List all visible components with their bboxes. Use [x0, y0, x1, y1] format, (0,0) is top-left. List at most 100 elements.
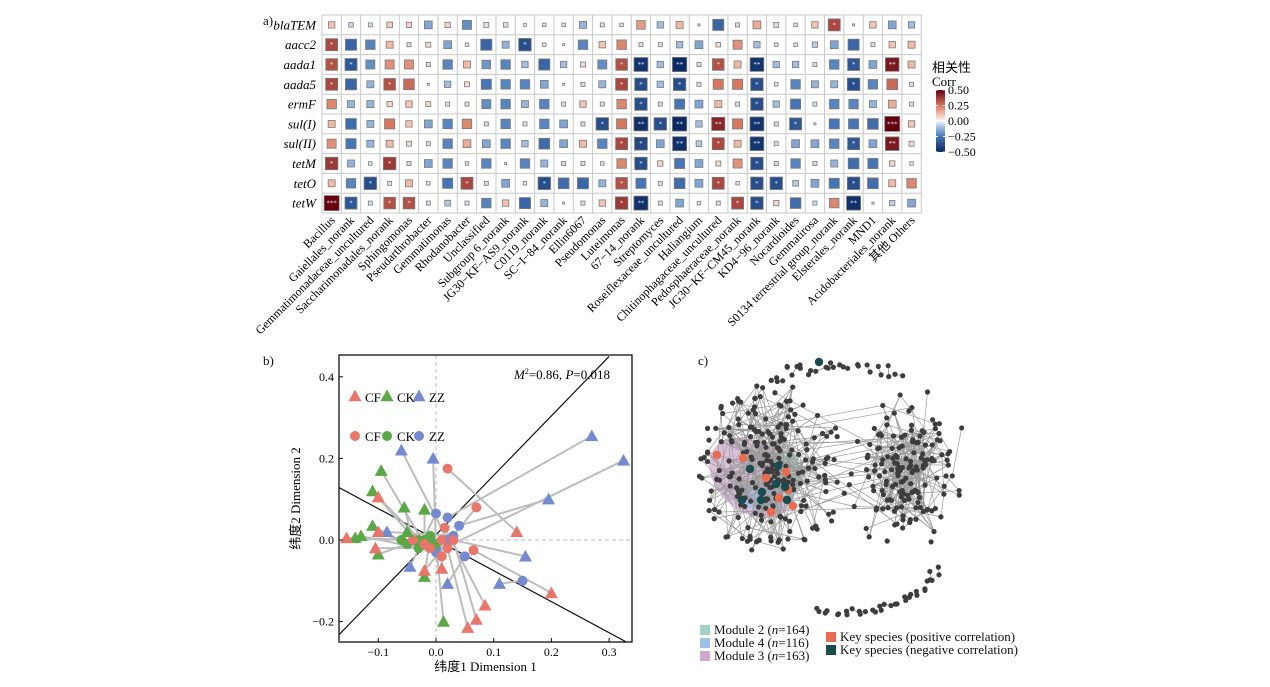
network-node	[757, 393, 763, 400]
network-node	[754, 383, 760, 389]
network-edge	[758, 433, 940, 508]
network-node	[903, 456, 909, 462]
heatmap-cell	[502, 199, 510, 207]
point-triangle-zz	[617, 453, 631, 466]
heatmap-cell	[561, 22, 566, 28]
network-edge	[721, 407, 912, 443]
network-node	[776, 537, 783, 543]
heatmap-cell	[347, 100, 355, 109]
heatmap-cell	[425, 200, 431, 206]
point-circle-ck	[425, 530, 436, 541]
network-node	[748, 498, 754, 504]
heatmap-cell	[579, 139, 587, 148]
point-triangle-cf	[461, 621, 475, 633]
network-node	[763, 505, 769, 511]
network-node	[892, 460, 898, 466]
network-edge	[940, 494, 945, 517]
heatmap-cell	[344, 196, 358, 210]
heatmap-cell	[616, 158, 627, 169]
y-tick-label: 0.0	[319, 533, 334, 547]
significance-marker: *	[330, 61, 334, 69]
heatmap-cell	[597, 59, 608, 70]
network-node	[765, 429, 771, 435]
key-negative-label: Key species (negative correlation)	[840, 642, 1018, 657]
network-node	[767, 484, 773, 490]
network-edge	[759, 396, 790, 456]
network-node	[867, 441, 873, 448]
heatmap-cell	[367, 22, 373, 28]
heatmap-cell	[579, 20, 587, 29]
heatmap-row-label: blaTEM	[273, 17, 317, 32]
heatmap-cell	[731, 196, 744, 210]
network-node	[790, 418, 796, 424]
point-triangle-cf	[544, 586, 558, 599]
heatmap-cell	[562, 201, 566, 205]
network-node	[941, 483, 947, 489]
network-node	[768, 538, 774, 544]
network-node	[932, 421, 938, 427]
network-edge	[812, 475, 826, 529]
heatmap-cell	[347, 159, 355, 168]
network-node	[906, 408, 912, 414]
significance-marker: *	[775, 180, 779, 188]
network-edge	[938, 433, 950, 452]
network-edge	[922, 464, 927, 512]
network-edge	[902, 445, 942, 456]
network-node	[901, 491, 907, 497]
network-node	[819, 430, 826, 437]
network-node	[910, 437, 916, 443]
heatmap-cell	[870, 42, 876, 48]
heatmap-cell	[790, 79, 801, 90]
heatmap-cell	[483, 22, 490, 28]
network-node	[900, 513, 906, 519]
procrustes-stat-annotation: M2=0.86, P=0.018	[513, 367, 610, 382]
heatmap-cell	[328, 21, 336, 29]
network-node	[718, 439, 724, 445]
heatmap-cell	[907, 60, 916, 69]
network-node	[810, 525, 816, 531]
heatmap-cell	[735, 181, 740, 186]
network-node	[787, 518, 793, 524]
heatmap-cell	[715, 42, 721, 48]
correlation-heatmap: ** ** * * ** ** * ** * *** * * * * * ** ** ** * ** ** ** * ****…	[253, 14, 976, 337]
point-triangle-zz	[441, 577, 455, 589]
network-node	[840, 364, 846, 370]
significance-marker: *	[717, 140, 721, 148]
network-node	[816, 474, 822, 480]
heatmap-cell	[886, 78, 898, 91]
heatmap-cell	[597, 138, 608, 149]
network-node	[772, 390, 778, 396]
network-node	[873, 507, 879, 513]
heatmap-cell	[480, 78, 492, 90]
network-node	[911, 450, 917, 456]
network-edge	[731, 400, 739, 441]
network-node	[747, 424, 754, 430]
network-node	[716, 477, 722, 483]
key-species-positive	[766, 507, 776, 517]
heatmap-cell	[749, 57, 765, 72]
heatmap-cell	[672, 77, 687, 91]
network-node	[778, 403, 784, 409]
key-species-positive	[788, 501, 798, 511]
point-triangle-ck	[417, 502, 431, 515]
significance-marker: **	[676, 120, 684, 128]
network-node	[921, 429, 927, 436]
network-node	[870, 607, 876, 613]
significance-marker: *	[852, 140, 856, 148]
heatmap-cell	[657, 42, 663, 48]
network-node	[877, 603, 883, 609]
heatmap-cell	[674, 158, 686, 169]
network-node	[891, 410, 897, 416]
heatmap-cell	[735, 22, 741, 28]
point-triangle-ck	[366, 519, 380, 531]
significance-marker: *	[388, 200, 392, 208]
heatmap-cell	[753, 41, 761, 49]
network-edge	[867, 457, 911, 462]
network-node	[769, 434, 776, 440]
heatmap-cell	[634, 77, 648, 91]
network-node	[900, 517, 906, 523]
network-node	[726, 458, 732, 464]
heatmap-cell	[365, 39, 376, 50]
significance-marker: *	[620, 180, 624, 188]
network-edge	[873, 490, 895, 512]
